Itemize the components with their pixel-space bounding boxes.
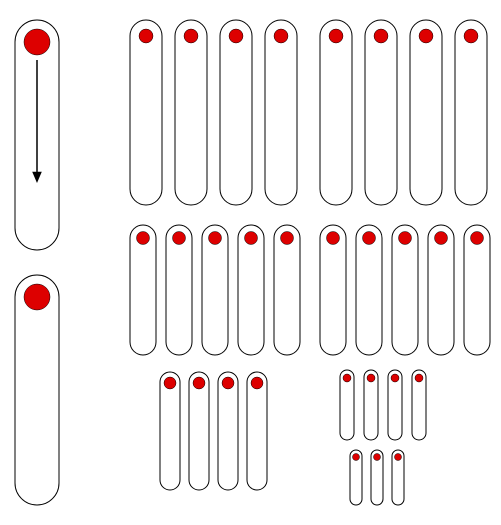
row-1-ball-7	[399, 232, 412, 245]
row-1-ball-6	[363, 232, 376, 245]
legend-ball-0	[24, 29, 50, 55]
row-0-ball-2	[229, 29, 243, 43]
row-2-ball-2	[222, 377, 234, 389]
row-0-tube-0	[130, 20, 162, 205]
row-1-ball-1	[173, 232, 186, 245]
row-0-ball-4	[329, 29, 343, 43]
row-0-tube-3	[265, 20, 297, 205]
row-1-ball-5	[327, 232, 340, 245]
row-0-tube-2	[220, 20, 252, 205]
row-2-tube-3	[247, 372, 267, 490]
row-3-ball-2	[391, 374, 399, 382]
row-1-ball-8	[435, 232, 448, 245]
arrow-head	[32, 172, 42, 183]
row-3-ball-1	[367, 374, 375, 382]
row-2-tube-1	[189, 372, 209, 490]
row-0-tube-6	[410, 20, 442, 205]
row-2-ball-3	[251, 377, 263, 389]
row-0-ball-7	[464, 29, 478, 43]
row-3-ball-3	[415, 374, 423, 382]
row-4-ball-2	[395, 454, 402, 461]
row-0-ball-0	[139, 29, 153, 43]
row-0-tube-1	[175, 20, 207, 205]
row-2-tube-2	[218, 372, 238, 490]
row-0-tube-5	[365, 20, 397, 205]
row-0-ball-1	[184, 29, 198, 43]
row-1-ball-9	[471, 232, 484, 245]
row-2-tube-0	[160, 372, 180, 490]
tube-diagram	[0, 0, 501, 525]
row-2-ball-0	[164, 377, 176, 389]
row-0-ball-3	[274, 29, 288, 43]
row-2-ball-1	[193, 377, 205, 389]
row-1-ball-4	[281, 232, 294, 245]
row-0-ball-6	[419, 29, 433, 43]
row-1-ball-2	[209, 232, 222, 245]
row-0-tube-4	[320, 20, 352, 205]
row-3-ball-0	[343, 374, 351, 382]
legend-ball-1	[24, 284, 50, 310]
row-0-tube-7	[455, 20, 487, 205]
row-4-ball-0	[353, 454, 360, 461]
row-1-ball-0	[137, 232, 150, 245]
row-1-ball-3	[245, 232, 258, 245]
row-4-ball-1	[374, 454, 381, 461]
row-0-ball-5	[374, 29, 388, 43]
